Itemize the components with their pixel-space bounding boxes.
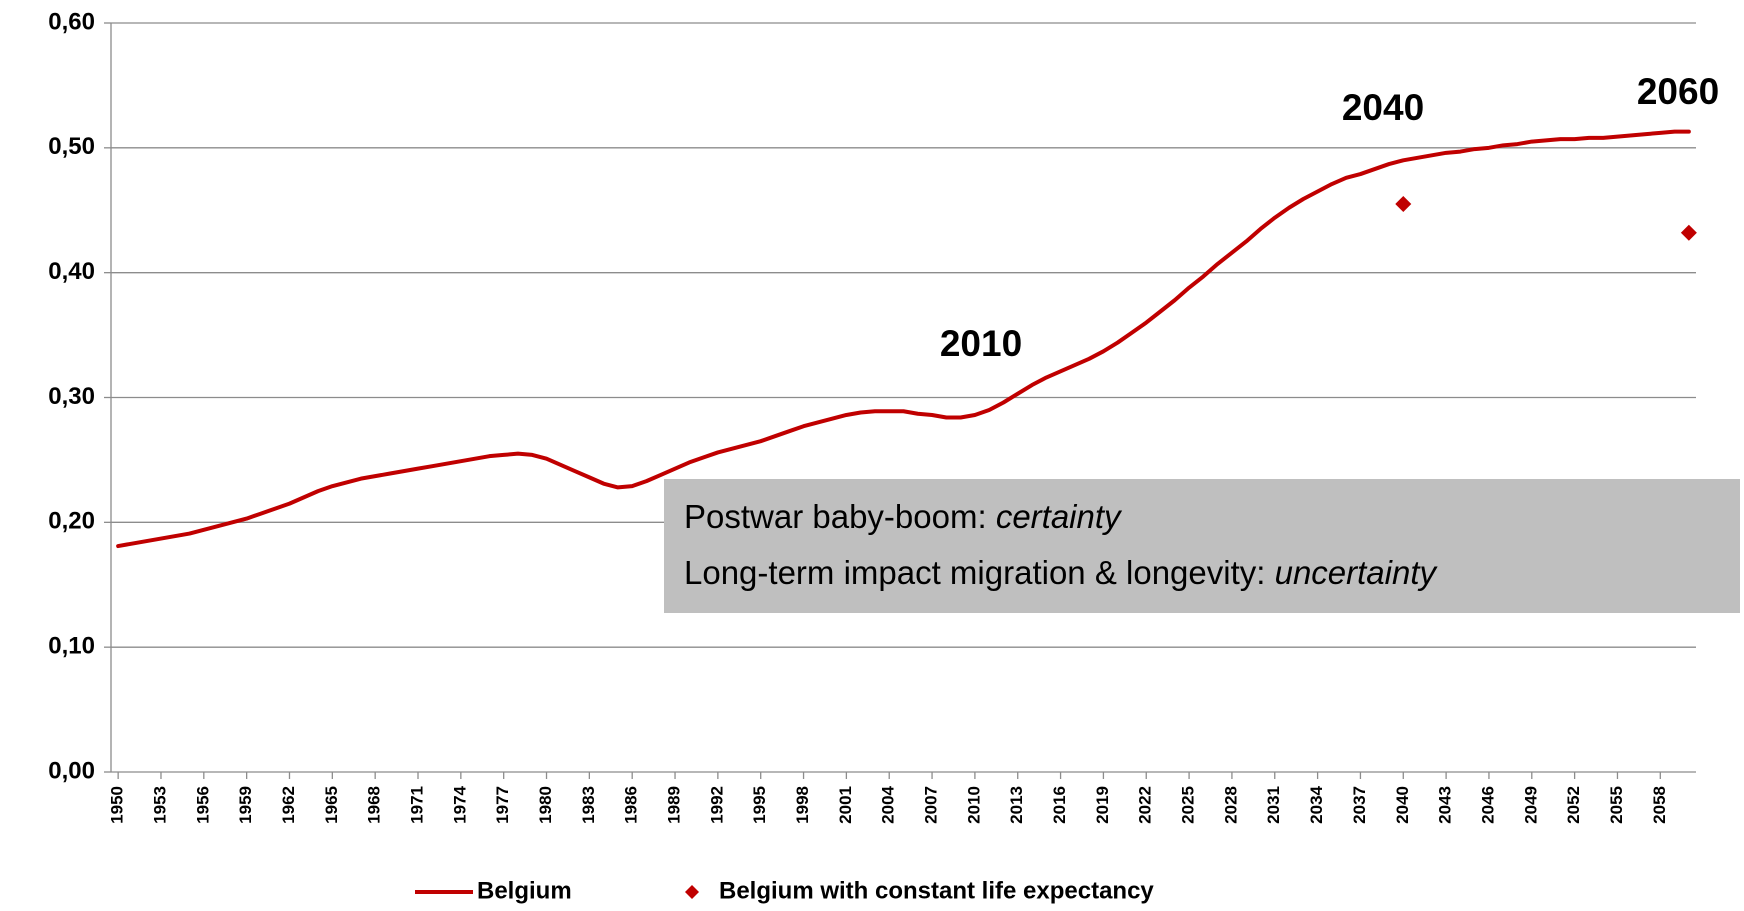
x-tick-label: 2046	[1478, 786, 1497, 824]
x-tick-label: 2001	[836, 786, 855, 824]
x-tick-label: 1995	[750, 786, 769, 824]
note-text: Long-term impact migration & longevity:	[684, 554, 1275, 591]
x-tick-label: 2025	[1179, 786, 1198, 824]
legend-swatch	[685, 885, 699, 899]
annotation: 2040	[1342, 87, 1424, 128]
x-tick-label: 1980	[536, 786, 555, 824]
x-tick-label: 2058	[1650, 786, 1669, 824]
note-box: Postwar baby-boom: certainty Long-term i…	[664, 479, 1740, 613]
legend-label: Belgium with constant life expectancy	[719, 877, 1154, 904]
x-tick-label: 2004	[879, 785, 898, 823]
legend-label: Belgium	[477, 877, 572, 904]
y-tick-label: 0,40	[48, 258, 95, 285]
x-tick-label: 1959	[236, 786, 255, 824]
y-tick-label: 0,00	[48, 757, 95, 784]
x-tick-label: 1962	[279, 786, 298, 824]
y-tick-label: 0,50	[48, 133, 95, 160]
x-tick-label: 1965	[322, 786, 341, 824]
y-tick-label: 0,20	[48, 508, 95, 535]
x-tick-label: 2019	[1093, 786, 1112, 824]
x-tick-label: 1968	[365, 786, 384, 824]
annotation: 2060	[1637, 71, 1719, 112]
data-line	[116, 129, 1691, 549]
annotation: 2010	[940, 323, 1022, 364]
x-tick-label: 1953	[150, 786, 169, 824]
x-tick-label: 2043	[1436, 786, 1455, 824]
x-tick-label: 1983	[579, 786, 598, 824]
y-tick-label: 0,30	[48, 383, 95, 410]
x-tick-label: 1986	[622, 786, 641, 824]
data-point	[1395, 196, 1412, 213]
data-point	[1680, 224, 1697, 241]
x-tick-label: 2013	[1007, 786, 1026, 824]
x-tick-label: 1989	[665, 786, 684, 824]
x-tick-label: 2055	[1607, 786, 1626, 824]
x-tick-label: 2007	[922, 786, 941, 824]
x-tick-label: 1971	[407, 786, 426, 824]
x-tick-label: 2049	[1521, 786, 1540, 824]
x-tick-label: 1992	[707, 786, 726, 824]
note-text: Postwar baby-boom:	[684, 498, 996, 535]
x-tick-label: 2031	[1264, 786, 1283, 824]
x-tick-label: 2037	[1350, 786, 1369, 824]
x-tick-label: 1956	[193, 786, 212, 824]
x-tick-label: 1998	[793, 786, 812, 824]
x-tick-label: 2022	[1136, 786, 1155, 824]
x-tick-label: 2040	[1393, 786, 1412, 824]
x-tick-label: 2010	[964, 786, 983, 824]
x-tick-label: 2034	[1307, 785, 1326, 823]
x-tick-label: 2028	[1221, 786, 1240, 824]
note-emphasis: certainty	[995, 498, 1121, 535]
x-tick-label: 1977	[493, 786, 512, 824]
x-tick-label: 1974	[450, 785, 469, 823]
x-tick-label: 2016	[1050, 786, 1069, 824]
y-tick-label: 0,10	[48, 633, 95, 660]
note-emphasis: uncertainty	[1274, 554, 1437, 591]
y-tick-label: 0,60	[48, 8, 95, 35]
x-tick-label: 1950	[108, 786, 127, 824]
x-tick-label: 2052	[1564, 786, 1583, 824]
